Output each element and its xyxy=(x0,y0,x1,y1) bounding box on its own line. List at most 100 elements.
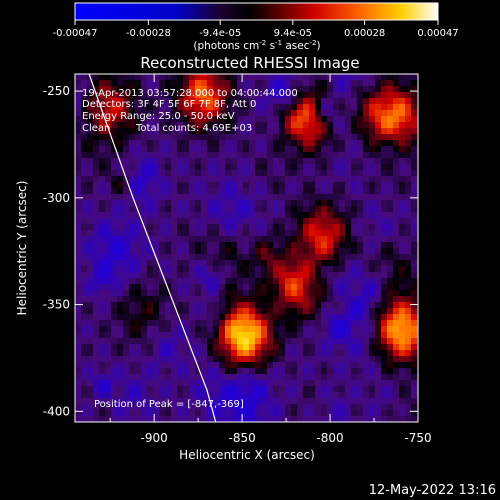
heatmap-cell xyxy=(405,146,412,153)
heatmap-cell xyxy=(309,110,316,117)
heatmap-cell xyxy=(255,392,262,399)
heatmap-cell xyxy=(135,380,142,387)
heatmap-cell xyxy=(375,290,382,297)
heatmap-cell xyxy=(243,134,250,141)
heatmap-cell xyxy=(171,338,178,345)
heatmap-cell xyxy=(81,176,88,183)
heatmap-cell xyxy=(369,308,376,315)
heatmap-cell xyxy=(279,188,286,195)
heatmap-cell xyxy=(261,260,268,267)
heatmap-cell xyxy=(183,200,190,207)
heatmap-cell xyxy=(351,158,358,165)
heatmap-cell xyxy=(333,344,340,351)
heatmap-cell xyxy=(189,74,196,81)
colorbar-tick-label: -0.00047 xyxy=(53,28,98,39)
heatmap-cell xyxy=(381,296,388,303)
heatmap-cell xyxy=(93,104,100,111)
heatmap-cell xyxy=(129,86,136,93)
heatmap-cell xyxy=(195,356,202,363)
heatmap-cell xyxy=(153,326,160,333)
heatmap-cell xyxy=(393,74,400,81)
heatmap-cell xyxy=(273,182,280,189)
heatmap-cell xyxy=(387,122,394,129)
x-axis-label: Heliocentric X (arcsec) xyxy=(179,448,315,462)
heatmap-cell xyxy=(381,182,388,189)
heatmap-cell xyxy=(153,146,160,153)
heatmap-cell xyxy=(303,206,310,213)
heatmap-cell xyxy=(339,104,346,111)
heatmap-cell xyxy=(279,314,286,321)
heatmap-cell xyxy=(369,386,376,393)
heatmap-cell xyxy=(375,146,382,153)
heatmap-cell xyxy=(225,194,232,201)
heatmap-cell xyxy=(381,248,388,255)
heatmap-cell xyxy=(177,290,184,297)
heatmap-cell xyxy=(87,134,94,141)
heatmap-cell xyxy=(81,374,88,381)
heatmap-cell xyxy=(315,170,322,177)
heatmap-cell xyxy=(387,260,394,267)
heatmap-cell xyxy=(303,266,310,273)
heatmap-cell xyxy=(135,416,142,422)
heatmap-cell xyxy=(243,368,250,375)
heatmap-cell xyxy=(369,332,376,339)
heatmap-cell xyxy=(93,332,100,339)
heatmap-cell xyxy=(339,110,346,117)
heatmap-cell xyxy=(201,128,208,135)
heatmap-cell xyxy=(201,254,208,261)
heatmap-cell xyxy=(243,158,250,165)
heatmap-cell xyxy=(81,98,88,105)
heatmap-cell xyxy=(327,92,334,99)
heatmap-cell xyxy=(327,350,334,357)
heatmap-cell xyxy=(345,386,352,393)
heatmap-cell xyxy=(201,134,208,141)
heatmap-cell xyxy=(261,188,268,195)
heatmap-cell xyxy=(189,410,196,417)
heatmap-cell xyxy=(303,146,310,153)
heatmap-cell xyxy=(183,122,190,129)
heatmap-cell xyxy=(201,386,208,393)
heatmap-cell xyxy=(165,80,172,87)
heatmap-cell xyxy=(129,230,136,237)
heatmap-cell xyxy=(309,182,316,189)
heatmap-cell xyxy=(171,266,178,273)
heatmap-cell xyxy=(399,92,406,99)
heatmap-cell xyxy=(213,380,220,387)
heatmap-cell xyxy=(147,254,154,261)
heatmap-cell xyxy=(213,80,220,87)
heatmap-cell xyxy=(351,296,358,303)
heatmap-cell xyxy=(351,188,358,195)
heatmap-cell xyxy=(369,242,376,249)
heatmap-cell xyxy=(75,410,82,417)
heatmap-cell xyxy=(285,146,292,153)
heatmap-cell xyxy=(315,140,322,147)
heatmap-cell xyxy=(399,80,406,87)
heatmap-cell xyxy=(297,158,304,165)
heatmap-cell xyxy=(99,260,106,267)
heatmap-cell xyxy=(267,404,274,411)
heatmap-cell xyxy=(405,308,412,315)
heatmap-cell xyxy=(207,236,214,243)
heatmap-cell xyxy=(129,356,136,363)
heatmap-cell xyxy=(213,194,220,201)
heatmap-cell xyxy=(369,134,376,141)
heatmap-cell xyxy=(177,404,184,411)
heatmap-cell xyxy=(105,350,112,357)
heatmap-cell xyxy=(105,152,112,159)
heatmap-cell xyxy=(375,416,382,422)
heatmap-cell xyxy=(165,182,172,189)
heatmap-cell xyxy=(231,404,238,411)
heatmap-cell xyxy=(93,116,100,123)
heatmap-cell xyxy=(207,338,214,345)
chart-title: Reconstructed RHESSI Image xyxy=(140,54,359,72)
heatmap-cell xyxy=(249,74,256,81)
heatmap-cell xyxy=(393,80,400,87)
annotation-energy-range: Energy Range: 25.0 - 50.0 keV xyxy=(82,111,235,122)
heatmap-cell xyxy=(177,356,184,363)
heatmap-cell xyxy=(291,290,298,297)
heatmap-cell xyxy=(303,392,310,399)
heatmap-cell xyxy=(273,344,280,351)
heatmap-cell xyxy=(207,308,214,315)
colorbar-tick-label: 0.00028 xyxy=(344,28,385,39)
solar-limb-curve xyxy=(88,74,217,422)
